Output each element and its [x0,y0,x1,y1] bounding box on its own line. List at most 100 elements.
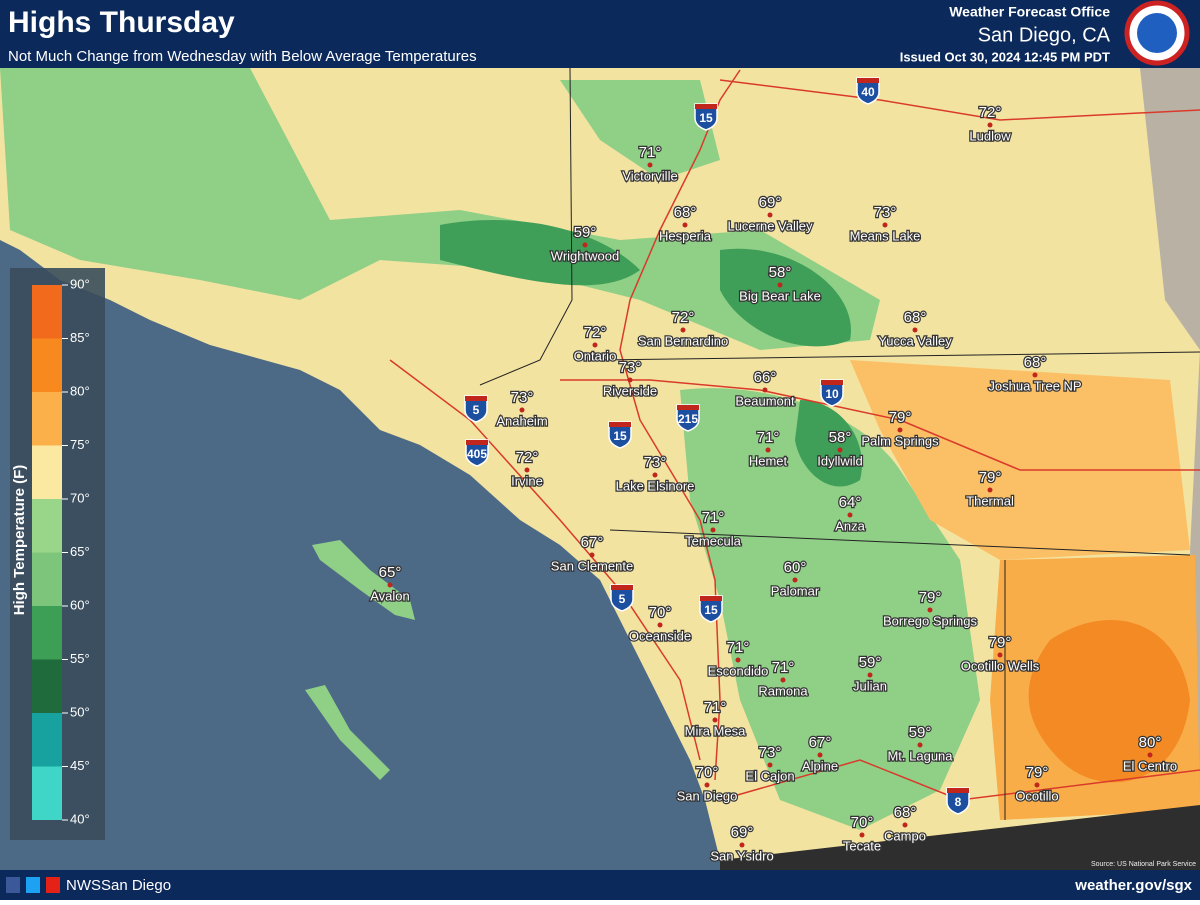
highway-shield: 15 [694,103,718,131]
city-temp: 70° [696,764,719,781]
city-temp: 71° [772,659,795,676]
city-temp: 65° [379,564,402,581]
nws-logo-inner [1137,13,1177,53]
highway-number: 15 [699,111,713,125]
city-dot [762,387,768,393]
legend-label: 55° [70,651,90,666]
city-temp: 68° [904,309,927,326]
city-temp: 72° [672,309,695,326]
city-name: Oceanside [629,628,691,643]
highway-shield: 5 [610,584,634,612]
highway-number: 215 [678,412,698,426]
city-name: Borrego Springs [883,613,977,628]
city-dot [780,677,786,683]
city-temp: 58° [829,429,852,446]
highway-number: 405 [467,447,487,461]
city-dot [652,472,658,478]
city-dot [735,657,741,663]
city-temp: 73° [619,359,642,376]
youtube-icon[interactable] [46,877,60,893]
social-handle[interactable]: NWSSan Diego [66,877,171,894]
legend-label: 45° [70,758,90,773]
city-temp: 73° [759,744,782,761]
city-name: Tecate [843,838,881,853]
city-dot [927,607,933,613]
highway-number: 10 [825,387,839,401]
green-zone [440,220,640,286]
city-temp: 79° [979,469,1002,486]
city-dot [882,222,888,228]
shield-body [676,404,700,432]
city-dot [524,467,530,473]
city-temp: 79° [889,409,912,426]
city-temp: 72° [584,324,607,341]
city-dot [792,577,798,583]
city-temp: 71° [727,639,750,656]
city-dot [387,582,393,588]
twitter-icon[interactable] [26,877,40,893]
city-dot [657,622,663,628]
shield-body [464,395,488,423]
shield-body [694,103,718,131]
city-dot [1032,372,1038,378]
city-dot [765,447,771,453]
city-temp: 79° [989,634,1012,651]
shield-body [465,439,489,467]
legend-swatch [32,445,62,499]
city-name: San Ysidro [710,848,773,863]
legend-swatch [32,606,62,660]
legend-label: 70° [70,490,90,505]
shield-top [695,104,717,109]
city-temp: 80° [1139,734,1162,751]
city-name: El Cajon [745,768,794,783]
city-dot [867,672,873,678]
city-dot [987,122,993,128]
shield-body [820,379,844,407]
city-temp: 59° [909,724,932,741]
city-dot [739,842,745,848]
city-dot [592,342,598,348]
legend-label: 60° [70,597,90,612]
facebook-icon[interactable] [6,877,20,893]
highway-shield: 15 [699,595,723,623]
city-temp: 79° [919,589,942,606]
city-name: Anaheim [496,413,547,428]
office: Weather Forecast Office [949,4,1110,20]
city-temp: 70° [649,604,672,621]
shield-body [610,584,634,612]
shield-body [946,787,970,815]
city-dot [627,377,633,383]
island [305,685,390,780]
city-dot [519,407,525,413]
city-name: Joshua Tree NP [988,378,1081,393]
legend-swatch [32,499,62,553]
city-dot [710,527,716,533]
city-temp: 68° [894,804,917,821]
footer-bar [0,870,1200,900]
legend-swatch [32,659,62,713]
island [312,540,415,620]
city-temp: 60° [784,559,807,576]
green-zone [560,80,720,180]
city-name: Irvine [511,473,543,488]
city-temp: 68° [674,204,697,221]
city-temp: 66° [754,369,777,386]
city-dot [767,762,773,768]
source-note: Source: US National Park Service [1091,861,1196,868]
city-temp: 71° [702,509,725,526]
city-name: Temecula [685,533,741,548]
city-dot [912,327,918,333]
highway-shield: 405 [465,439,489,467]
website[interactable]: weather.gov/sgx [1074,877,1192,894]
highway-number: 15 [613,429,627,443]
city-name: Lake Elsinore [616,478,695,493]
city-temp: 68° [1024,354,1047,371]
city-name: Campo [884,828,926,843]
orange-zone [1028,620,1190,783]
city-dot [837,447,843,453]
city-name: Hemet [749,453,788,468]
city-temp: 64° [839,494,862,511]
highway-number: 15 [704,603,718,617]
